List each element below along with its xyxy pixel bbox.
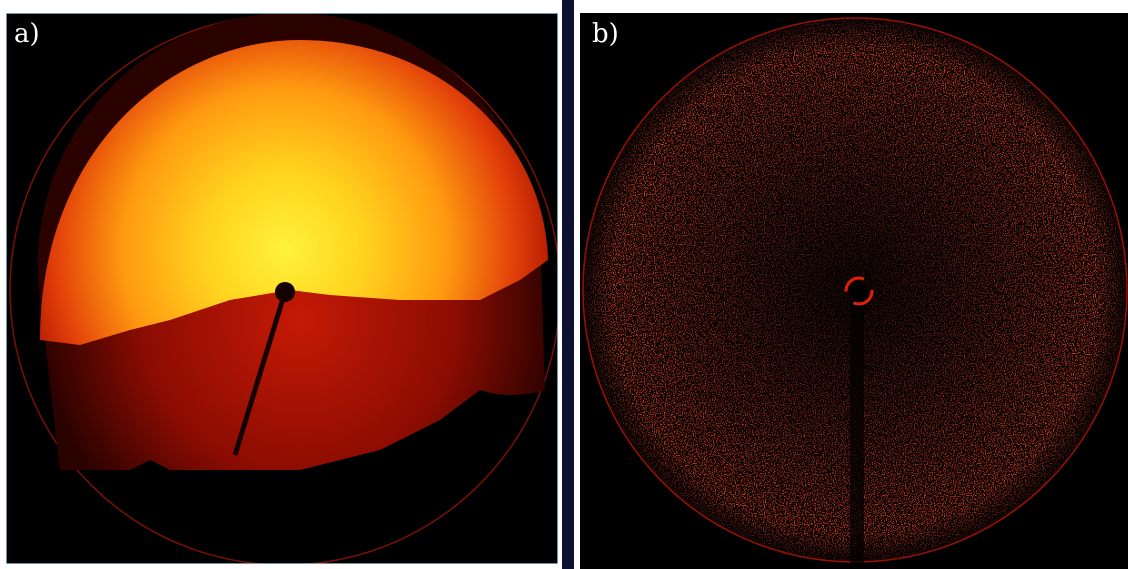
panel-label: a) [14, 19, 40, 49]
divider [562, 0, 574, 569]
panel-label: b) [592, 19, 619, 49]
page: {"panels": [{"label": "a)"}, {"label": "… [0, 0, 1128, 569]
panel-a: a) [6, 13, 560, 565]
beamstop [275, 282, 295, 302]
panel-b: b) [580, 13, 1128, 569]
beamstop [850, 282, 868, 300]
figure: a) b) [0, 0, 1128, 569]
